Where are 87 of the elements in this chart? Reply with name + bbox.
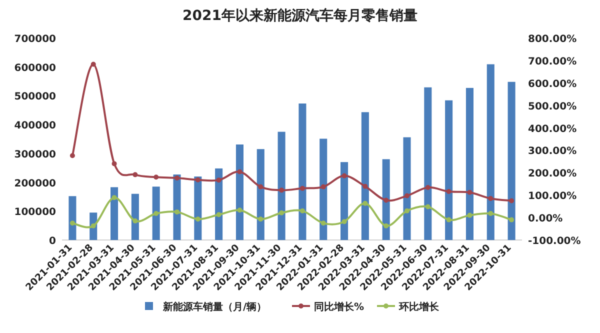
y-tick-label: 400000 xyxy=(14,120,56,132)
point xyxy=(362,200,368,206)
point xyxy=(90,223,96,228)
bar xyxy=(194,176,202,240)
y2-tick-label: 700.00% xyxy=(528,56,577,68)
point xyxy=(90,62,96,67)
y2-tick-label: 500.00% xyxy=(528,101,577,112)
point xyxy=(446,217,452,222)
y-tick-label: 0 xyxy=(49,236,56,247)
point xyxy=(404,208,410,214)
point xyxy=(320,220,326,226)
y-tick-label: 200000 xyxy=(14,178,56,190)
bar xyxy=(278,132,286,240)
bar xyxy=(215,168,223,240)
y-tick-label: 600000 xyxy=(14,62,56,74)
point xyxy=(446,189,452,194)
bar xyxy=(320,138,328,240)
point xyxy=(300,186,305,191)
bar xyxy=(152,186,160,240)
bar xyxy=(508,82,516,240)
legend-label: 环比增长 xyxy=(398,301,440,313)
bar xyxy=(173,174,181,240)
point xyxy=(112,195,117,200)
point xyxy=(112,161,117,166)
point xyxy=(425,184,430,190)
point xyxy=(258,216,264,222)
point xyxy=(467,190,472,195)
point xyxy=(342,219,347,224)
bar xyxy=(236,144,244,240)
point xyxy=(195,177,200,182)
y2-tick-label: 100.00% xyxy=(528,191,577,202)
bar xyxy=(445,100,453,240)
point xyxy=(342,173,347,178)
y2-tick-label: 600.00% xyxy=(528,78,577,90)
point xyxy=(320,184,326,190)
point xyxy=(70,153,75,158)
point xyxy=(154,174,159,180)
y2-tick-label: -100.00% xyxy=(528,236,581,247)
y2-tick-label: 800.00% xyxy=(528,34,577,45)
point xyxy=(174,209,180,214)
y2-tick-label: 0.00% xyxy=(528,214,563,225)
point xyxy=(258,184,264,190)
y-tick-label: 500000 xyxy=(14,92,56,103)
y2-tick-label: 200.00% xyxy=(528,168,577,180)
point xyxy=(362,184,368,189)
point xyxy=(279,210,284,216)
point xyxy=(132,172,138,178)
point xyxy=(216,212,222,218)
bar xyxy=(403,137,411,240)
point xyxy=(174,176,180,181)
point xyxy=(509,217,514,222)
point xyxy=(70,220,75,226)
point xyxy=(488,196,494,201)
point xyxy=(467,212,472,218)
legend-label: 新能源车销量（月/辆） xyxy=(162,301,267,313)
point xyxy=(384,223,389,228)
bar xyxy=(361,112,369,240)
point xyxy=(216,178,222,183)
y-tick-label: 100000 xyxy=(14,207,56,218)
point xyxy=(300,208,305,214)
point xyxy=(425,204,430,210)
chart-title: 2021年以来新能源汽车每月零售销量 xyxy=(182,7,418,24)
bar xyxy=(256,149,264,240)
point xyxy=(237,169,242,174)
bar xyxy=(466,88,474,240)
bar xyxy=(110,187,118,240)
point xyxy=(279,188,284,193)
y2-tick-label: 400.00% xyxy=(528,124,577,135)
y-tick-label: 700000 xyxy=(14,34,56,45)
bar xyxy=(486,64,494,240)
point xyxy=(509,198,514,204)
point xyxy=(237,208,242,213)
bar xyxy=(298,104,306,240)
point xyxy=(154,211,159,216)
point xyxy=(132,218,138,224)
point xyxy=(195,216,200,222)
point xyxy=(384,198,389,203)
bar xyxy=(382,159,390,240)
legend-label: 同比增长% xyxy=(314,301,364,313)
y-tick-label: 300000 xyxy=(14,149,56,160)
point xyxy=(404,193,410,198)
bar xyxy=(68,196,76,240)
bar xyxy=(424,87,432,240)
bar xyxy=(340,162,348,240)
bar xyxy=(131,194,139,240)
point xyxy=(488,211,494,216)
y2-tick-label: 300.00% xyxy=(528,146,577,158)
